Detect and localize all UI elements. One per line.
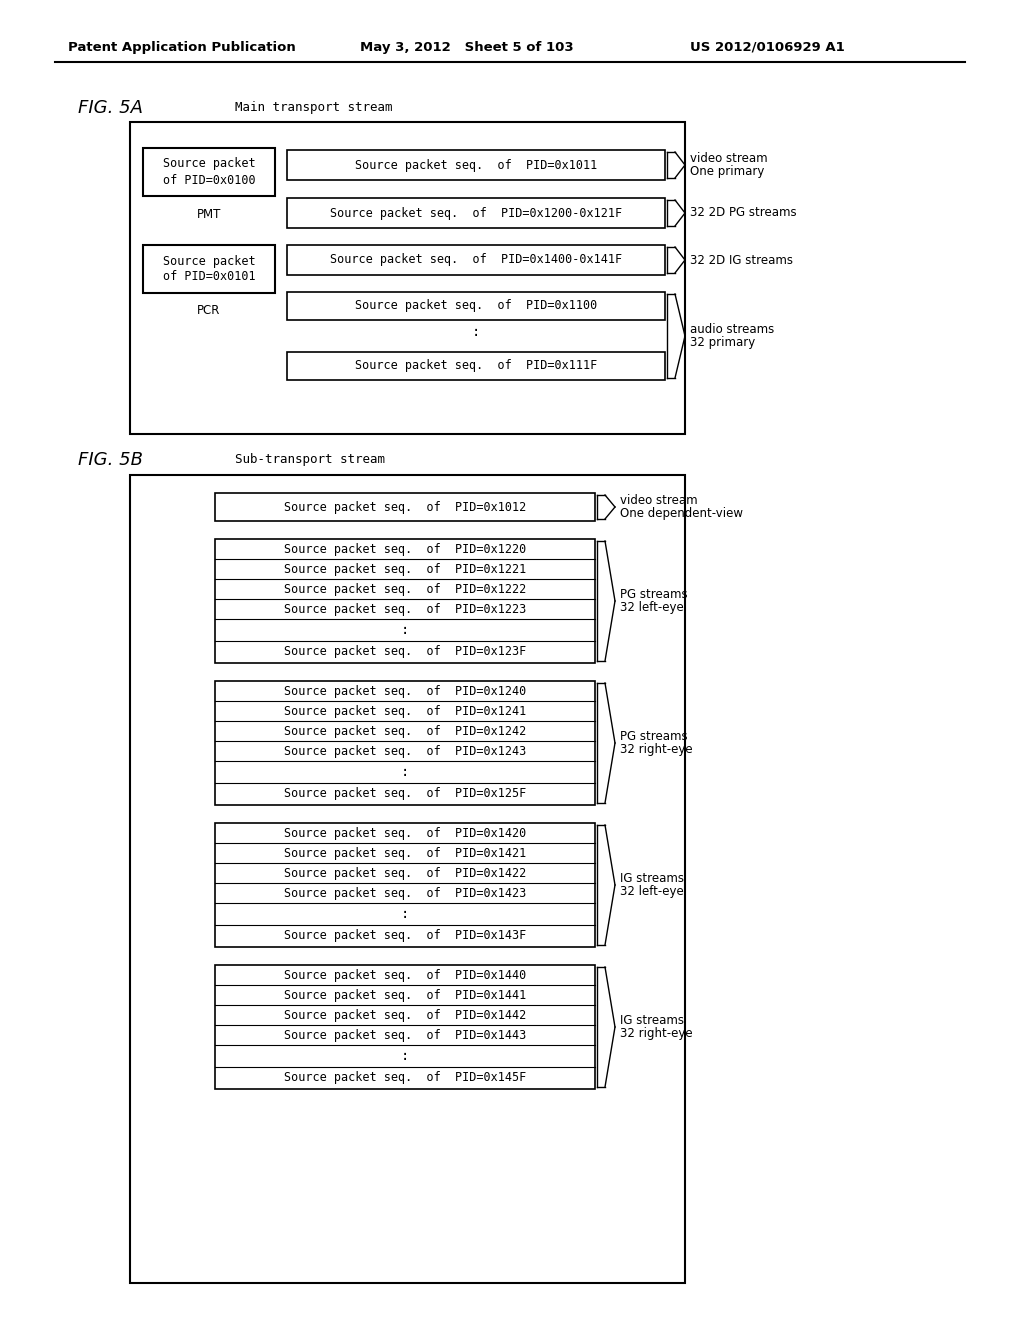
Text: Source packet seq.  of  PID=0x1240: Source packet seq. of PID=0x1240	[284, 685, 526, 697]
Text: Patent Application Publication: Patent Application Publication	[68, 41, 296, 54]
Text: PMT: PMT	[197, 207, 221, 220]
Text: Source packet seq.  of  PID=0x1222: Source packet seq. of PID=0x1222	[284, 582, 526, 595]
Text: Source packet seq.  of  PID=0x1200-0x121F: Source packet seq. of PID=0x1200-0x121F	[330, 206, 622, 219]
Text: video stream: video stream	[690, 152, 768, 165]
Text: Source packet seq.  of  PID=0x125F: Source packet seq. of PID=0x125F	[284, 788, 526, 800]
Text: One primary: One primary	[690, 165, 764, 178]
Bar	[215, 822, 595, 946]
Text: Source packet seq.  of  PID=0x1420: Source packet seq. of PID=0x1420	[284, 826, 526, 840]
Text: Source packet seq.  of  PID=0x1443: Source packet seq. of PID=0x1443	[284, 1028, 526, 1041]
Text: 32 left-eye: 32 left-eye	[620, 601, 684, 614]
Text: Source packet seq.  of  PID=0x1012: Source packet seq. of PID=0x1012	[284, 500, 526, 513]
Text: Source packet: Source packet	[163, 255, 255, 268]
Text: :: :	[472, 325, 480, 339]
Text: Source packet seq.  of  PID=0x1221: Source packet seq. of PID=0x1221	[284, 562, 526, 576]
Text: FIG. 5A: FIG. 5A	[78, 99, 143, 117]
Text: Main transport stream: Main transport stream	[234, 102, 392, 115]
Text: Source packet seq.  of  PID=0x1423: Source packet seq. of PID=0x1423	[284, 887, 526, 899]
Text: IG streams: IG streams	[620, 873, 684, 884]
Text: :: :	[400, 623, 410, 638]
Text: Source packet seq.  of  PID=0x1223: Source packet seq. of PID=0x1223	[284, 602, 526, 615]
Text: Source packet seq.  of  PID=0x1442: Source packet seq. of PID=0x1442	[284, 1008, 526, 1022]
Text: Source packet seq.  of  PID=0x1243: Source packet seq. of PID=0x1243	[284, 744, 526, 758]
Text: PG streams: PG streams	[620, 730, 688, 743]
Text: PG streams: PG streams	[620, 587, 688, 601]
Text: IG streams: IG streams	[620, 1014, 684, 1027]
Text: Source packet seq.  of  PID=0x143F: Source packet seq. of PID=0x143F	[284, 929, 526, 942]
Text: Source packet seq.  of  PID=0x145F: Source packet seq. of PID=0x145F	[284, 1072, 526, 1085]
Text: FIG. 5B: FIG. 5B	[78, 451, 143, 469]
Text: 32 2D PG streams: 32 2D PG streams	[690, 206, 797, 219]
Text: Source packet seq.  of  PID=0x1422: Source packet seq. of PID=0x1422	[284, 866, 526, 879]
Text: Sub-transport stream: Sub-transport stream	[234, 454, 385, 466]
Bar	[287, 198, 665, 228]
Text: video stream: video stream	[620, 494, 697, 507]
Text: of PID=0x0101: of PID=0x0101	[163, 271, 255, 284]
Bar	[215, 681, 595, 805]
Text: 32 right-eye: 32 right-eye	[620, 1027, 692, 1040]
Bar	[287, 352, 665, 380]
Text: 32 2D IG streams: 32 2D IG streams	[690, 253, 793, 267]
Text: :: :	[400, 1049, 410, 1063]
Bar	[130, 121, 685, 434]
Text: One dependent-view: One dependent-view	[620, 507, 743, 520]
Text: PCR: PCR	[198, 305, 221, 318]
Text: Source packet seq.  of  PID=0x1241: Source packet seq. of PID=0x1241	[284, 705, 526, 718]
Text: of PID=0x0100: of PID=0x0100	[163, 173, 255, 186]
Text: Source packet seq.  of  PID=0x111F: Source packet seq. of PID=0x111F	[355, 359, 597, 372]
Text: Source packet: Source packet	[163, 157, 255, 170]
Text: Source packet seq.  of  PID=0x123F: Source packet seq. of PID=0x123F	[284, 645, 526, 659]
Bar	[287, 150, 665, 180]
Text: Source packet seq.  of  PID=0x1220: Source packet seq. of PID=0x1220	[284, 543, 526, 556]
Text: May 3, 2012   Sheet 5 of 103: May 3, 2012 Sheet 5 of 103	[360, 41, 573, 54]
Bar	[215, 539, 595, 663]
Text: :: :	[400, 907, 410, 921]
Text: 32 left-eye: 32 left-eye	[620, 884, 684, 898]
Text: 32 right-eye: 32 right-eye	[620, 743, 692, 756]
Bar	[287, 246, 665, 275]
Text: :: :	[400, 766, 410, 779]
Bar	[215, 492, 595, 521]
Text: Source packet seq.  of  PID=0x1100: Source packet seq. of PID=0x1100	[355, 300, 597, 313]
Bar	[143, 246, 275, 293]
Text: Source packet seq.  of  PID=0x1400-0x141F: Source packet seq. of PID=0x1400-0x141F	[330, 253, 622, 267]
Text: Source packet seq.  of  PID=0x1242: Source packet seq. of PID=0x1242	[284, 725, 526, 738]
Text: Source packet seq.  of  PID=0x1421: Source packet seq. of PID=0x1421	[284, 846, 526, 859]
Text: US 2012/0106929 A1: US 2012/0106929 A1	[690, 41, 845, 54]
Text: Source packet seq.  of  PID=0x1011: Source packet seq. of PID=0x1011	[355, 158, 597, 172]
Text: 32 primary: 32 primary	[690, 337, 756, 348]
Text: Source packet seq.  of  PID=0x1441: Source packet seq. of PID=0x1441	[284, 989, 526, 1002]
Bar	[143, 148, 275, 195]
Bar	[215, 965, 595, 1089]
Bar	[287, 292, 665, 319]
Text: Source packet seq.  of  PID=0x1440: Source packet seq. of PID=0x1440	[284, 969, 526, 982]
Bar	[130, 475, 685, 1283]
Text: audio streams: audio streams	[690, 323, 774, 337]
